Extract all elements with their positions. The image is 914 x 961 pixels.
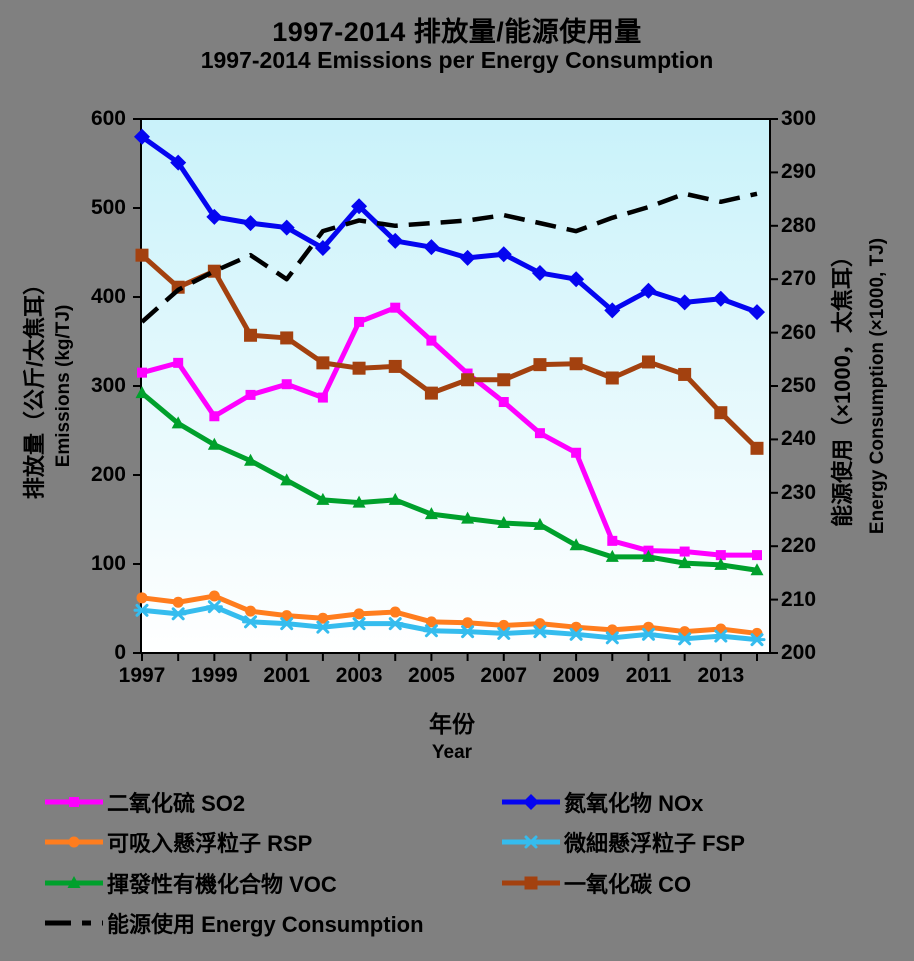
legend-item-so2: 二氧化硫 SO2 xyxy=(44,786,245,818)
x-axis-tick-label: 2007 xyxy=(480,664,528,687)
legend-item-energy: 能源使用 Energy Consumption xyxy=(44,907,424,939)
right-axis-tick-label: 290 xyxy=(781,160,817,184)
plot-area xyxy=(131,109,791,671)
x-axis-tick-label: 2003 xyxy=(335,664,383,687)
right-axis-tick-label: 210 xyxy=(781,587,817,611)
right-axis-tick-label: 270 xyxy=(781,267,817,291)
x-axis-title-en: Year xyxy=(431,742,473,763)
legend-label-voc: 揮發性有機化合物 VOC xyxy=(107,872,337,897)
right-axis-title-en: Energy Consumption (×1000, TJ) xyxy=(867,237,888,535)
left-axis-tick-label: 500 xyxy=(90,196,126,219)
right-axis-tick-label: 280 xyxy=(781,213,817,237)
right-axis-tick-label: 230 xyxy=(781,480,817,504)
right-axis-tick-label: 240 xyxy=(781,427,817,451)
legend-swatch-nox xyxy=(502,794,560,810)
x-axis-tick-label: 1997 xyxy=(118,664,166,687)
legend-item-fsp: 微細懸浮粒子 FSP xyxy=(501,826,745,858)
legend-item-nox: 氮氧化物 NOx xyxy=(501,786,703,818)
legend-label-energy: 能源使用 Energy Consumption xyxy=(107,912,424,937)
left-axis-tick-label: 0 xyxy=(114,641,126,664)
right-axis-tick-label: 300 xyxy=(781,107,817,130)
left-axis-tick-label: 200 xyxy=(90,463,126,486)
left-axis-tick-label: 400 xyxy=(90,285,126,308)
legend-label-fsp: 微細懸浮粒子 FSP xyxy=(564,831,745,856)
x-axis-tick-label: 2001 xyxy=(263,664,311,687)
legend-label-so2: 二氧化硫 SO2 xyxy=(107,791,246,816)
left-axis-tick-label: 300 xyxy=(90,374,126,397)
legend-swatch-so2 xyxy=(45,797,103,807)
legend-item-rsp: 可吸入懸浮粒子 RSP xyxy=(44,826,312,858)
x-axis-title-zh: 年份 xyxy=(429,711,475,737)
x-axis-tick-label: 2011 xyxy=(625,664,672,687)
plot-svg xyxy=(133,118,778,661)
legend-swatch-fsp xyxy=(502,835,560,849)
right-axis-tick-label: 200 xyxy=(781,641,817,664)
x-axis-tick-label: 2009 xyxy=(552,664,600,687)
legend-swatch-rsp xyxy=(45,836,103,848)
left-axis-tick-label: 600 xyxy=(90,107,126,130)
chart-title-zh: 1997-2014 排放量/能源使用量 xyxy=(272,17,642,47)
legend-label-co: 一氧化碳 CO xyxy=(564,872,692,897)
legend-swatch-voc xyxy=(45,876,103,888)
legend-item-co: 一氧化碳 CO xyxy=(501,867,691,899)
chart-title-en: 1997-2014 Emissions per Energy Consumpti… xyxy=(200,47,714,73)
legend-label-rsp: 可吸入懸浮粒子 RSP xyxy=(107,831,313,856)
x-axis-tick-label: 1999 xyxy=(190,664,238,687)
legend-label-nox: 氮氧化物 NOx xyxy=(564,791,704,816)
legend-swatch-co xyxy=(502,876,560,890)
right-axis-tick-label: 250 xyxy=(781,374,817,397)
legend-item-voc: 揮發性有機化合物 VOC xyxy=(44,867,337,899)
right-axis-tick-label: 220 xyxy=(781,534,817,558)
x-axis-tick-label: 2005 xyxy=(408,664,455,687)
left-axis-title-zh: 排放量（公斤/太焦耳） xyxy=(22,272,47,500)
right-axis-tick-label: 260 xyxy=(781,320,817,344)
x-axis-tick-label: 2013 xyxy=(697,664,745,687)
left-axis-tick-label: 100 xyxy=(90,552,126,575)
legend-swatch-energy xyxy=(45,920,103,926)
